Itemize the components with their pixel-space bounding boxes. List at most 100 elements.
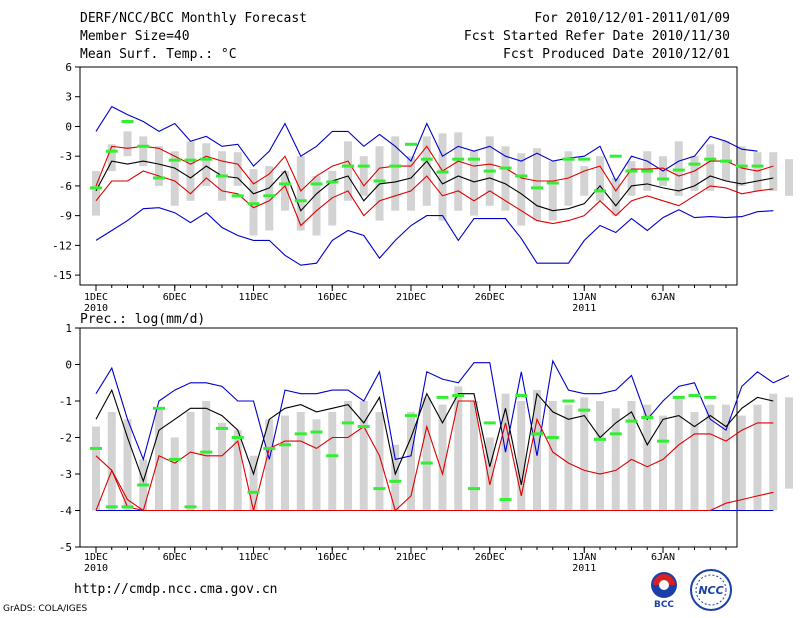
- temp-ensemble-box: [359, 156, 368, 196]
- prec-ensemble-box: [391, 444, 400, 511]
- temp-series-outer-upper: [95, 105, 758, 183]
- temp-ensemble-box: [769, 152, 778, 191]
- prec-ensemble-box: [596, 401, 604, 511]
- temp-observed-marker: [625, 169, 638, 173]
- prec-observed-marker: [578, 408, 591, 412]
- prec-ensemble-box: [107, 411, 116, 511]
- prec-ensemble-box: [186, 411, 195, 511]
- prec-observed-marker: [153, 406, 165, 410]
- prec-panel-title: Prec.: log(mm/d): [80, 312, 206, 327]
- prec-observed-marker: [515, 394, 528, 398]
- prec-series-red-min: [95, 468, 774, 512]
- prec-ytick-label: -3: [59, 468, 72, 481]
- prec-ensemble-box: [674, 397, 683, 511]
- temp-plot-frame: [79, 66, 738, 286]
- prec-ytick-label: -5: [59, 541, 72, 554]
- temp-ytick-label: -3: [59, 150, 72, 163]
- prec-ensemble-box: [438, 404, 447, 511]
- temp-xtick-label: 16DEC: [317, 292, 347, 303]
- temp-series-ensemble-mean: [95, 160, 774, 212]
- temp-observed-marker: [735, 164, 748, 168]
- prec-observed-marker: [420, 461, 433, 465]
- temp-ensemble-box: [706, 144, 715, 191]
- prec-ensemble-box: [722, 404, 730, 511]
- prec-series-inner-lower: [95, 400, 774, 512]
- temp-observed-marker: [657, 177, 669, 181]
- prec-ensemble-box: [92, 426, 100, 511]
- temp-ytick-label: -12: [52, 239, 72, 252]
- prec-ytick-label: 1: [65, 322, 72, 335]
- temp-observed-marker: [609, 154, 622, 158]
- prec-ytick-label: -1: [59, 395, 72, 408]
- temp-ensemble-box: [139, 136, 148, 167]
- chart-title: DERF/NCC/BCC Monthly Forecast: [80, 11, 307, 26]
- temp-series-inner-upper: [95, 145, 774, 192]
- prec-ensemble-box: [611, 408, 620, 511]
- prec-observed-marker: [452, 394, 465, 398]
- temp-observed-marker: [704, 157, 717, 161]
- temp-ensemble-box: [533, 148, 541, 221]
- temp-observed-marker: [515, 174, 528, 178]
- temp-ensemble-box: [627, 161, 636, 196]
- temp-ensemble-box: [517, 153, 526, 226]
- temp-ensemble-box: [296, 156, 305, 231]
- prec-observed-marker: [231, 436, 244, 439]
- prec-observed-marker: [657, 439, 669, 443]
- prec-ensemble-box: [485, 437, 494, 511]
- prec-observed-marker: [216, 426, 228, 430]
- prec-ensemble-box: [422, 397, 431, 511]
- temp-xtick-label: 1DEC: [84, 292, 108, 303]
- temp-ytick-label: -15: [52, 269, 72, 282]
- temp-observed-marker: [562, 157, 575, 161]
- prec-xtick-label: 1DEC: [84, 552, 108, 563]
- prec-ytick-label: -4: [59, 505, 73, 518]
- temp-ytick-label: 3: [65, 91, 72, 104]
- temp-observed-marker: [247, 202, 260, 206]
- ncc-logo: NCC: [690, 569, 732, 611]
- temp-observed-marker: [468, 157, 480, 161]
- temp-observed-marker: [342, 164, 354, 168]
- prec-ensemble-box: [470, 401, 478, 511]
- temp-ensemble-box: [265, 166, 274, 231]
- temp-observed-marker: [483, 169, 496, 173]
- prec-observed-marker: [168, 457, 181, 461]
- temp-observed-marker: [405, 142, 417, 146]
- prec-observed-marker: [294, 432, 307, 436]
- prec-observed-marker: [342, 421, 354, 425]
- temp-observed-marker: [263, 194, 276, 198]
- temp-ensemble-box: [454, 132, 463, 211]
- prec-xtick-year: 2010: [84, 563, 108, 574]
- temp-series-inner-lower: [95, 170, 774, 227]
- temp-ensemble-box: [785, 159, 793, 196]
- prec-ensemble-box: [627, 401, 636, 511]
- temp-ensemble-box: [391, 136, 400, 211]
- prec-observed-marker: [594, 437, 606, 441]
- prec-xtick-year: 2011: [572, 563, 596, 574]
- prec-observed-marker: [546, 436, 559, 439]
- temp-observed-marker: [105, 149, 118, 153]
- prec-observed-marker: [310, 430, 323, 434]
- prec-observed-marker: [483, 421, 496, 425]
- temp-ytick-label: 6: [65, 61, 72, 74]
- prec-xtick-label: 16DEC: [317, 552, 347, 563]
- prec-ensemble-box: [312, 419, 321, 511]
- prec-ytick-label: -2: [59, 432, 72, 445]
- prec-ensemble-box: [753, 404, 762, 511]
- prec-ensemble-box: [690, 411, 699, 511]
- temp-observed-marker: [578, 157, 591, 161]
- grads-credit: GrADS: COLA/IGES: [3, 604, 88, 614]
- prec-observed-marker: [389, 479, 402, 483]
- prec-observed-marker: [499, 498, 512, 502]
- prec-xtick-label: 6JAN: [651, 552, 675, 563]
- temp-ensemble-box: [155, 146, 163, 186]
- temp-ensemble-box: [92, 171, 100, 216]
- prec-xtick-label: 21DEC: [396, 552, 426, 563]
- temp-observed-marker: [153, 176, 165, 180]
- prec-ensemble-box: [218, 422, 226, 511]
- temp-ensemble-box: [611, 177, 620, 216]
- prec-ensemble-box: [454, 386, 463, 511]
- temp-observed-marker: [641, 169, 654, 173]
- prec-observed-marker: [688, 394, 701, 398]
